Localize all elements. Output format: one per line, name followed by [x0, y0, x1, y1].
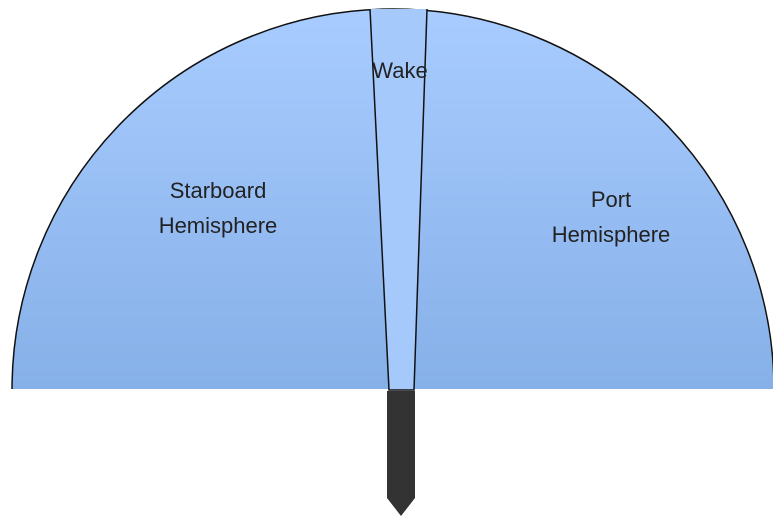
wake-label: Wake: [372, 58, 427, 83]
keel: [387, 391, 415, 516]
starboard-label-line2: Hemisphere: [159, 213, 278, 238]
port-label-line2: Hemisphere: [552, 222, 671, 247]
starboard-label-line1: Starboard: [170, 178, 267, 203]
port-label-line1: Port: [591, 187, 631, 212]
wake-sector: [369, 8, 428, 391]
